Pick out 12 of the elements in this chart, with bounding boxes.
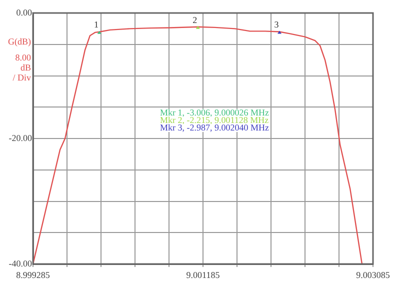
y-axis-title: G(dB) <box>8 36 31 46</box>
annotation: 2 <box>192 14 198 25</box>
annotation: Mkr 1, -3.006, 9.000026 MHz <box>160 107 269 118</box>
annotation: 1 <box>94 20 99 30</box>
annotation: 3 <box>274 20 280 30</box>
y-tick-label: -20.00 <box>8 132 32 143</box>
y-tick-label: 0.00 <box>16 7 32 18</box>
x-tick-label: 9.003085 <box>356 270 390 280</box>
text: 8.00 dB / Div <box>12 52 32 82</box>
y-tick-label: -40.00 <box>8 258 32 268</box>
x-tick-label: 8.999285 <box>16 270 50 280</box>
x-tick-label: 9.001185 <box>186 270 220 280</box>
